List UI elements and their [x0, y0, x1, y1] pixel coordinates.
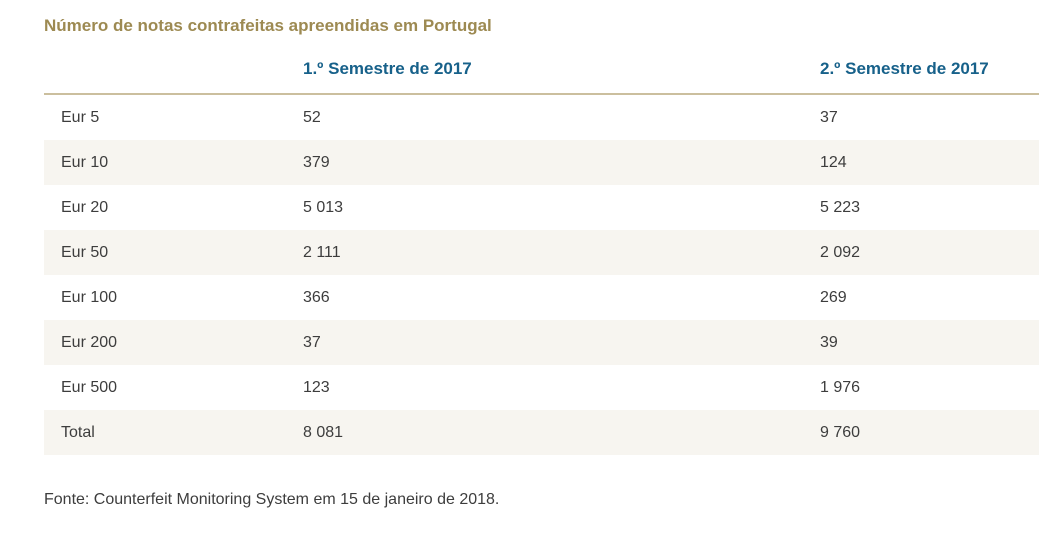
table-row-eur20: Eur 20 5 013 5 223 [44, 185, 1039, 230]
row-value-sem2: 124 [820, 154, 847, 171]
row-value-sem1: 5 013 [303, 199, 344, 216]
page-title: Número de notas contrafeitas apreendidas… [44, 16, 492, 35]
table-body: Eur 5 52 37 Eur 10 379 124 Eur 20 5 013 … [44, 94, 1039, 455]
row-value-sem2: 269 [820, 289, 847, 306]
row-label: Total [61, 424, 95, 441]
row-value-sem1: 379 [303, 154, 330, 171]
counterfeit-notes-table: 1.º Semestre de 2017 2.º Semestre de 201… [44, 49, 1039, 455]
table-row-eur100: Eur 100 366 269 [44, 275, 1039, 320]
row-value-sem2: 39 [820, 334, 838, 351]
row-value-sem1: 123 [303, 379, 330, 396]
table-header: 1.º Semestre de 2017 2.º Semestre de 201… [44, 49, 1039, 95]
row-value-sem1: 52 [303, 109, 321, 126]
row-label: Eur 10 [61, 154, 109, 171]
row-label: Eur 50 [61, 244, 109, 261]
row-value-sem2: 37 [820, 109, 838, 126]
col-header-sem2: 2.º Semestre de 2017 [803, 49, 1039, 95]
col-header-empty [44, 49, 286, 95]
row-value-sem1: 8 081 [303, 424, 344, 441]
source-note: Fonte: Counterfeit Monitoring System em … [44, 491, 500, 508]
row-value-sem1: 37 [303, 334, 321, 351]
table-row-eur50: Eur 50 2 111 2 092 [44, 230, 1039, 275]
row-label: Eur 20 [61, 199, 109, 216]
header-row: 1.º Semestre de 2017 2.º Semestre de 201… [44, 49, 1039, 95]
table-row-eur500: Eur 500 123 1 976 [44, 365, 1039, 410]
row-value-sem2: 9 760 [820, 424, 861, 441]
row-label: Eur 100 [61, 289, 118, 306]
row-label: Eur 500 [61, 379, 118, 396]
row-value-sem2: 1 976 [820, 379, 861, 396]
row-label: Eur 5 [61, 109, 100, 126]
table-row-total: Total 8 081 9 760 [44, 410, 1039, 455]
table-row-eur10: Eur 10 379 124 [44, 140, 1039, 185]
row-value-sem2: 5 223 [820, 199, 861, 216]
table-row-eur200: Eur 200 37 39 [44, 320, 1039, 365]
table-row-eur5: Eur 5 52 37 [44, 94, 1039, 140]
col-header-sem1: 1.º Semestre de 2017 [286, 49, 803, 95]
row-value-sem1: 366 [303, 289, 330, 306]
row-value-sem1: 2 111 [303, 244, 341, 261]
row-value-sem2: 2 092 [820, 244, 861, 261]
row-label: Eur 200 [61, 334, 118, 351]
